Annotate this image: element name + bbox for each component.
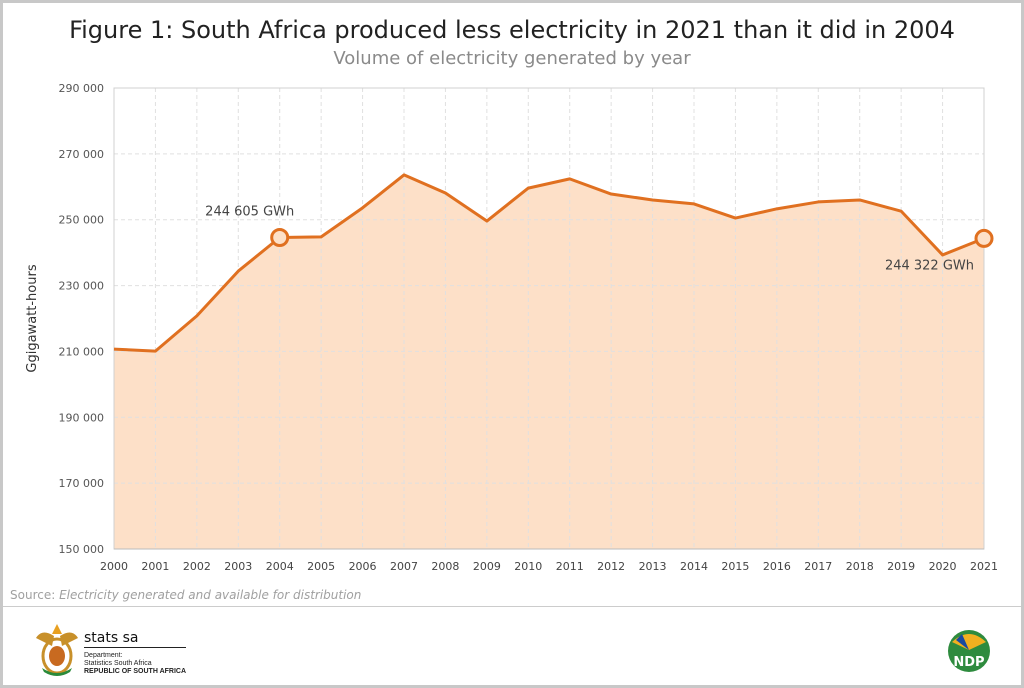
ndp-2030-logo: NDP: [948, 630, 990, 672]
x-tick-label: 2016: [763, 560, 791, 573]
x-tick-label: 2017: [804, 560, 832, 573]
highlight-point: [974, 228, 994, 248]
y-tick-label: 150 000: [59, 543, 105, 556]
chart-title: Figure 1: South Africa produced less ele…: [69, 16, 955, 44]
y-tick-label: 290 000: [59, 82, 105, 95]
logo-name: stats sa: [84, 630, 186, 648]
y-tick-label: 210 000: [59, 345, 105, 358]
x-tick-label: 2021: [970, 560, 998, 573]
data-label: 244 322 GWh: [885, 258, 974, 273]
y-tick-label: 250 000: [59, 214, 105, 227]
x-tick-label: 2020: [929, 560, 957, 573]
x-tick-label: 2019: [887, 560, 915, 573]
x-tick-label: 2012: [597, 560, 625, 573]
logo-line1: Department:: [84, 652, 123, 659]
x-tick-label: 2002: [183, 560, 211, 573]
x-tick-label: 2001: [141, 560, 169, 573]
chart-subtitle: Volume of electricity generated by year: [333, 48, 691, 69]
x-tick-label: 2004: [266, 560, 294, 573]
logo-line3: REPUBLIC OF SOUTH AFRICA: [84, 668, 187, 675]
footer-divider: [3, 606, 1021, 607]
source-note: Source: Electricity generated and availa…: [10, 588, 361, 602]
y-tick-label: 230 000: [59, 280, 105, 293]
stats-sa-logo: stats sa Department: Statistics South Af…: [84, 630, 186, 676]
x-tick-label: 2006: [349, 560, 377, 573]
x-tick-label: 2008: [431, 560, 459, 573]
x-tick-label: 2005: [307, 560, 335, 573]
x-tick-label: 2011: [556, 560, 584, 573]
y-tick-label: 270 000: [59, 148, 105, 161]
x-tick-label: 2007: [390, 560, 418, 573]
series-line: [113, 173, 985, 353]
highlight-point: [270, 227, 290, 247]
coat-of-arms-logo: [36, 624, 78, 676]
logo-line2: Statistics South Africa: [84, 660, 152, 667]
x-tick-label: 2000: [100, 560, 128, 573]
area-fill: [114, 174, 984, 549]
x-tick-label: 2009: [473, 560, 501, 573]
x-tick-label: 2015: [721, 560, 749, 573]
y-tick-label: 190 000: [59, 411, 105, 424]
svg-text:NDP: NDP: [953, 655, 984, 670]
x-tick-label: 2013: [639, 560, 667, 573]
x-tick-label: 2010: [514, 560, 542, 573]
y-axis-label: Ggigawatt-hours: [25, 264, 40, 372]
source-text: Electricity generated and available for …: [59, 588, 362, 602]
x-tick-label: 2018: [846, 560, 874, 573]
source-label: Source:: [10, 588, 56, 602]
x-tick-label: 2003: [224, 560, 252, 573]
y-tick-label: 170 000: [59, 477, 105, 490]
data-label: 244 605 GWh: [205, 204, 294, 219]
x-tick-label: 2014: [680, 560, 708, 573]
